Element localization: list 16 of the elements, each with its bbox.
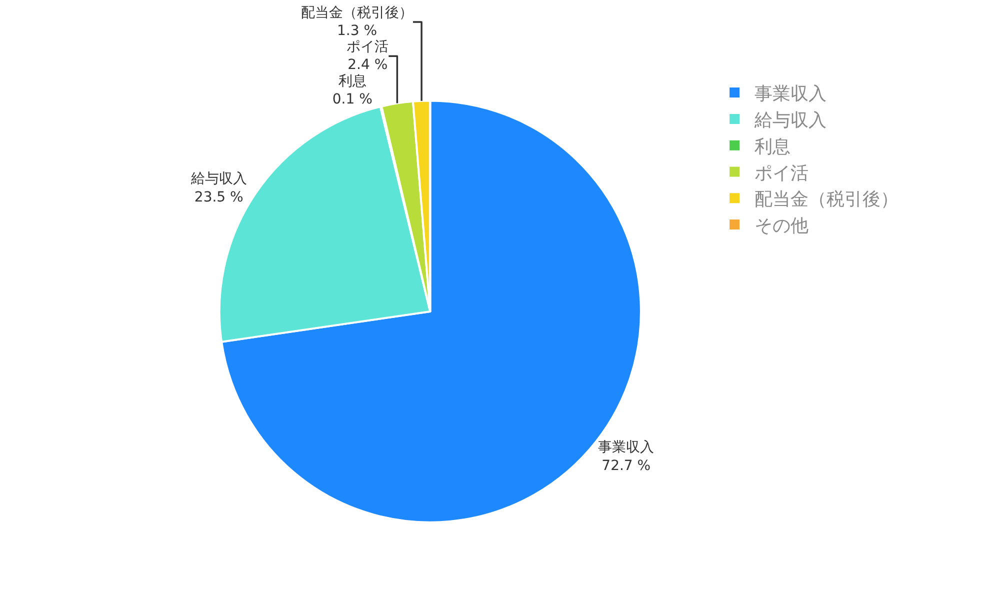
slice-label: 利息	[338, 73, 366, 90]
slice-label: ポイ活	[346, 39, 389, 56]
data-label: 2.4 %	[348, 57, 388, 74]
data-label: 72.7 %	[602, 458, 651, 474]
data-label: 23.5 %	[194, 189, 244, 206]
slice-label: 配当金（税引後）	[301, 4, 414, 21]
legend-label: 給与収入	[754, 110, 827, 131]
data-label: 0.1 %	[332, 91, 372, 108]
legend-label: 利息	[754, 136, 791, 158]
legend-label: ポイ活	[754, 162, 809, 184]
legend-label: 配当金（税引後）	[754, 189, 899, 210]
legend-label: その他	[754, 216, 809, 237]
data-label: 1.3 %	[336, 23, 378, 40]
slice-label: 給与収入	[190, 171, 247, 188]
slice-label: 事業収入	[598, 440, 654, 456]
legend-label: 事業収入	[754, 84, 827, 105]
